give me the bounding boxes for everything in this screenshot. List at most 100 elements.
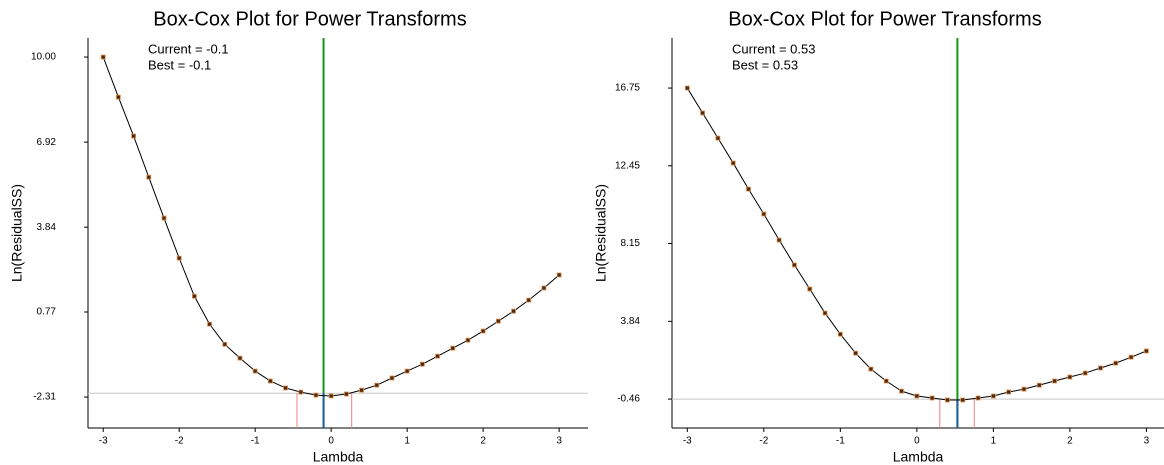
point	[1052, 378, 1057, 384]
point	[283, 385, 288, 391]
point	[1006, 389, 1012, 395]
current-label: Current = 0.53	[732, 41, 815, 56]
x-tick-label: 3	[556, 436, 562, 447]
point	[115, 94, 121, 100]
point	[822, 310, 828, 316]
point	[176, 255, 182, 261]
point	[511, 308, 516, 314]
point	[975, 395, 981, 401]
point	[746, 186, 751, 192]
current-label: Current = -0.1	[148, 41, 229, 56]
point	[807, 286, 813, 292]
point	[207, 321, 212, 327]
curve	[686, 87, 1147, 401]
best-label: Best = -0.1	[148, 57, 211, 72]
point	[1113, 360, 1119, 366]
point	[853, 350, 859, 356]
point	[267, 378, 273, 384]
point	[146, 174, 152, 180]
point	[990, 393, 996, 399]
y-axis-label: Ln(ResidualSS)	[593, 184, 609, 282]
point	[1021, 386, 1027, 392]
point	[222, 341, 228, 347]
x-tick-label: 2	[1067, 436, 1073, 447]
point	[541, 285, 547, 291]
point	[837, 331, 843, 337]
point	[526, 297, 532, 303]
point	[730, 160, 736, 166]
point	[435, 353, 440, 359]
point	[684, 85, 690, 91]
point	[776, 237, 782, 243]
point	[715, 135, 721, 141]
chart-title: Box-Cox Plot for Power Transforms	[153, 8, 466, 30]
point	[899, 388, 904, 394]
x-axis-label: Lambda	[313, 449, 364, 465]
point	[960, 397, 966, 403]
point	[1036, 382, 1042, 388]
point	[556, 272, 562, 278]
y-tick-label: 8.15	[621, 238, 641, 249]
point	[343, 391, 349, 397]
point	[237, 355, 243, 361]
y-tick-label: 0.77	[37, 307, 57, 318]
x-tick-label: -3	[99, 436, 108, 447]
x-axis-label: Lambda	[893, 449, 944, 465]
point	[328, 393, 334, 399]
point	[359, 387, 364, 393]
point	[792, 262, 797, 268]
y-tick-label: 6.92	[37, 137, 57, 148]
point	[495, 318, 501, 324]
y-tick-label: 12.45	[615, 160, 640, 171]
y-tick-label: 16.75	[615, 83, 640, 94]
point	[191, 293, 197, 299]
point	[1144, 348, 1149, 354]
point	[700, 110, 706, 116]
curve	[102, 56, 560, 397]
point	[883, 378, 889, 384]
point	[761, 211, 767, 217]
y-tick-label: -2.31	[33, 392, 56, 403]
point	[1128, 354, 1134, 360]
chart-title: Box-Cox Plot for Power Transforms	[728, 8, 1041, 30]
panel: Box-Cox Plot for Power Transforms -0.46 3.…	[593, 8, 1164, 465]
point	[480, 328, 486, 334]
point	[1098, 365, 1103, 371]
point	[868, 366, 874, 372]
x-tick-label: 0	[914, 436, 920, 447]
point	[419, 361, 425, 367]
point	[1067, 374, 1073, 380]
x-tick-label: -1	[251, 436, 260, 447]
x-tick-label: -2	[175, 436, 184, 447]
point	[313, 392, 319, 398]
y-tick-label: -0.46	[617, 394, 640, 405]
point	[914, 393, 920, 399]
point	[945, 397, 950, 403]
x-tick-label: -1	[836, 436, 845, 447]
y-axis-label: Ln(ResidualSS)	[9, 184, 25, 282]
point	[298, 389, 304, 395]
point	[389, 375, 395, 381]
y-tick-label: 10.00	[31, 52, 56, 63]
x-tick-label: 1	[404, 436, 410, 447]
point	[929, 395, 935, 401]
point	[131, 133, 136, 139]
point	[374, 382, 380, 388]
panel: Box-Cox Plot for Power Transforms -2.31 0.…	[9, 8, 588, 465]
x-tick-label: 0	[328, 436, 334, 447]
point	[1082, 370, 1088, 376]
y-tick-label: 3.84	[37, 222, 57, 233]
best-label: Best = 0.53	[732, 57, 798, 72]
x-tick-label: -3	[683, 436, 692, 447]
point	[465, 337, 471, 343]
point	[161, 215, 167, 221]
point	[100, 54, 106, 60]
point	[404, 368, 410, 374]
point	[252, 368, 258, 374]
point	[450, 345, 456, 351]
x-tick-label: 3	[1144, 436, 1150, 447]
y-tick-label: 3.84	[621, 316, 641, 327]
x-tick-label: 1	[991, 436, 997, 447]
x-tick-label: 2	[480, 436, 486, 447]
